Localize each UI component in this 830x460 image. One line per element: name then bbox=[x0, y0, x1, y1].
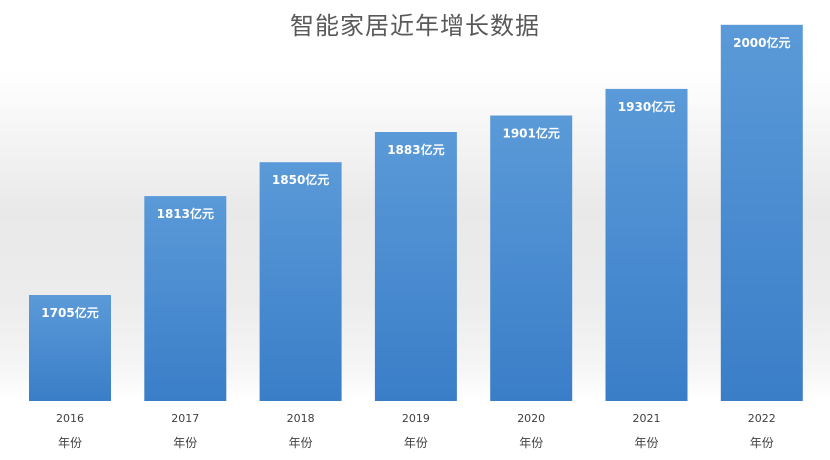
tick-label-2018: 2018 bbox=[287, 412, 315, 425]
tick-unit-label-2020: 年份 bbox=[519, 436, 543, 450]
tick-unit-label-2016: 年份 bbox=[58, 436, 82, 450]
tick-label-2016: 2016 bbox=[56, 412, 84, 425]
bars-layer bbox=[29, 24, 803, 402]
tick-label-2021: 2021 bbox=[633, 412, 661, 425]
data-label-2016: 1705亿元 bbox=[41, 305, 98, 320]
data-label-2019: 1883亿元 bbox=[387, 142, 444, 157]
data-label-2022: 2000亿元 bbox=[733, 35, 790, 50]
bar-2021 bbox=[605, 88, 688, 402]
bar-2022 bbox=[720, 24, 803, 402]
tick-unit-label-2019: 年份 bbox=[404, 436, 428, 450]
tick-label-2020: 2020 bbox=[517, 412, 545, 425]
bar-2017 bbox=[144, 196, 227, 401]
bar-2019 bbox=[374, 132, 457, 401]
tick-label-2022: 2022 bbox=[748, 412, 776, 425]
bar-2018 bbox=[259, 162, 342, 401]
bar-2016 bbox=[29, 295, 111, 401]
x-axis-ticks: 2016 年份 2017 年份 2018 年份 2019 年份 2020 年份 2021 年份 2022… bbox=[56, 412, 776, 450]
chart-title: 智能家居近年增长数据 bbox=[290, 12, 540, 40]
tick-label-2017: 2017 bbox=[171, 412, 199, 425]
data-label-2017: 1813亿元 bbox=[157, 206, 214, 221]
bar-2020 bbox=[490, 115, 573, 401]
tick-unit-label-2022: 年份 bbox=[750, 436, 774, 450]
data-label-2018: 1850亿元 bbox=[272, 172, 329, 187]
data-labels-layer: 1705亿元 1813亿元 1850亿元 1883亿元 1901亿元 1930亿元 2000… bbox=[41, 35, 790, 320]
data-label-2021: 1930亿元 bbox=[618, 99, 675, 114]
tick-unit-label-2017: 年份 bbox=[173, 436, 197, 450]
tick-label-2019: 2019 bbox=[402, 412, 430, 425]
tick-unit-label-2018: 年份 bbox=[289, 436, 313, 450]
data-label-2020: 1901亿元 bbox=[502, 126, 559, 141]
tick-unit-label-2021: 年份 bbox=[634, 436, 658, 450]
